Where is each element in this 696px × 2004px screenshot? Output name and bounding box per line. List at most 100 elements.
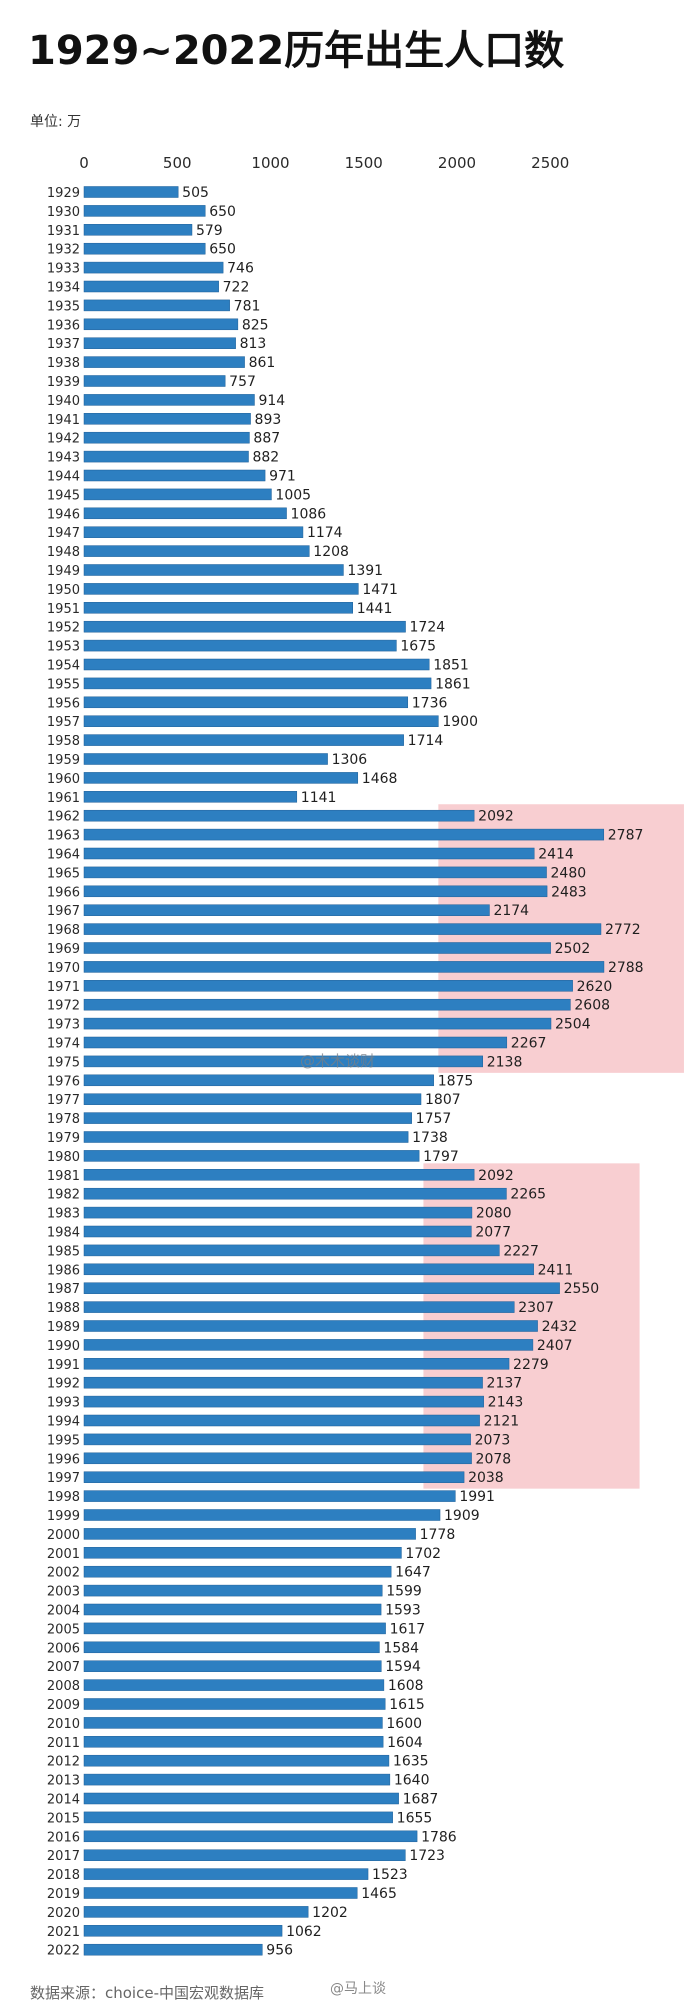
bar (83, 734, 404, 746)
y-tick-label: 2020 (47, 1906, 80, 1921)
bar (83, 1603, 382, 1616)
y-tick-label: 2018 (47, 1868, 80, 1883)
y-tick-label: 1978 (47, 1112, 80, 1127)
bar (83, 1471, 465, 1483)
data-label: 1655 (397, 1810, 433, 1826)
data-label: 1702 (405, 1546, 441, 1562)
y-tick-label: 1964 (47, 848, 80, 863)
y-tick-label: 2013 (47, 1774, 80, 1789)
y-tick-label: 1981 (47, 1169, 80, 1184)
data-label: 1441 (357, 601, 393, 617)
y-tick-label: 1991 (47, 1358, 80, 1373)
bar (83, 280, 219, 293)
y-axis-labels: 1929 1930 1931 1932 1933 1934 1935 1936 1937 1938… (47, 186, 80, 1959)
y-tick-label: 1995 (47, 1433, 80, 1448)
y-tick-label: 2001 (47, 1547, 80, 1562)
bar (83, 450, 249, 463)
bar (83, 715, 439, 727)
bar (83, 1660, 382, 1672)
source-note: 数据来源：choice-中国宏观数据库 (30, 1984, 264, 2002)
y-tick-label: 1975 (47, 1055, 80, 1070)
bar (83, 772, 359, 784)
data-label: 1523 (372, 1867, 408, 1883)
data-label: 1635 (393, 1754, 429, 1770)
y-tick-label: 1967 (47, 904, 80, 919)
y-tick-label: 1970 (47, 961, 80, 976)
bar (83, 1641, 380, 1654)
y-tick-label: 1942 (47, 432, 80, 447)
y-tick-label: 1990 (47, 1339, 80, 1354)
y-tick-label: 1994 (47, 1415, 80, 1430)
bar (83, 620, 406, 633)
y-tick-label: 1945 (47, 488, 80, 503)
data-label: 2550 (564, 1281, 600, 1297)
y-tick-label: 2014 (47, 1793, 80, 1808)
bar (83, 1150, 420, 1162)
bar (83, 1622, 386, 1635)
data-label: 971 (269, 469, 296, 485)
data-label: 1851 (433, 658, 469, 674)
y-tick-label: 1971 (47, 980, 80, 995)
y-tick-label: 1982 (47, 1188, 80, 1203)
y-tick-label: 1933 (47, 262, 80, 277)
y-tick-label: 1985 (47, 1244, 80, 1259)
bar (83, 1206, 473, 1219)
data-label: 1900 (442, 714, 478, 730)
bar (83, 1339, 534, 1351)
y-tick-label: 1932 (47, 243, 80, 258)
data-label: 2407 (537, 1338, 573, 1354)
bar (83, 526, 304, 538)
y-tick-label: 1977 (47, 1093, 80, 1108)
bar (83, 923, 602, 935)
bar (83, 942, 551, 954)
y-tick-label: 2004 (47, 1604, 80, 1619)
y-tick-label: 2015 (47, 1811, 80, 1826)
y-tick-label: 1956 (47, 696, 80, 711)
y-tick-label: 1946 (47, 507, 80, 522)
y-tick-label: 1974 (47, 1037, 80, 1052)
data-label: 1687 (403, 1792, 439, 1808)
y-tick-label: 1936 (47, 318, 80, 333)
data-label: 1208 (313, 544, 349, 560)
bar (83, 1547, 402, 1559)
y-tick-label: 1958 (47, 734, 80, 749)
bar (83, 885, 548, 898)
data-label: 650 (209, 242, 236, 258)
bar (83, 961, 605, 973)
y-tick-label: 1976 (47, 1074, 80, 1089)
y-tick-label: 1986 (47, 1263, 80, 1278)
bar (83, 1792, 399, 1805)
data-label: 2092 (478, 809, 514, 825)
y-tick-label: 2019 (47, 1887, 80, 1902)
bar (83, 356, 245, 368)
bar (83, 583, 359, 595)
y-tick-label: 2005 (47, 1622, 80, 1637)
bar (83, 375, 226, 387)
bar (83, 431, 250, 444)
x-tick-label: 1000 (251, 154, 289, 172)
data-label: 1593 (385, 1603, 421, 1619)
data-label: 2787 (608, 828, 644, 844)
bar (83, 224, 193, 236)
bar (83, 299, 230, 312)
y-tick-label: 2002 (47, 1566, 80, 1581)
bar (83, 394, 255, 406)
data-label: 1807 (425, 1092, 461, 1108)
bar (83, 1736, 384, 1748)
data-label: 1202 (312, 1905, 348, 1921)
data-label: 2121 (484, 1414, 520, 1430)
bar (83, 1074, 434, 1087)
data-label: 1062 (286, 1924, 322, 1940)
bar (83, 1906, 309, 1918)
bar (83, 1830, 418, 1843)
bar (83, 677, 432, 690)
bar (83, 998, 571, 1011)
data-label: 1640 (394, 1773, 430, 1789)
y-tick-label: 1968 (47, 923, 80, 938)
data-label: 1778 (420, 1527, 456, 1543)
y-tick-label: 1988 (47, 1301, 80, 1316)
bar (83, 337, 236, 349)
y-tick-label: 1944 (47, 470, 80, 485)
y-tick-label: 1938 (47, 356, 80, 371)
bar (83, 809, 475, 822)
